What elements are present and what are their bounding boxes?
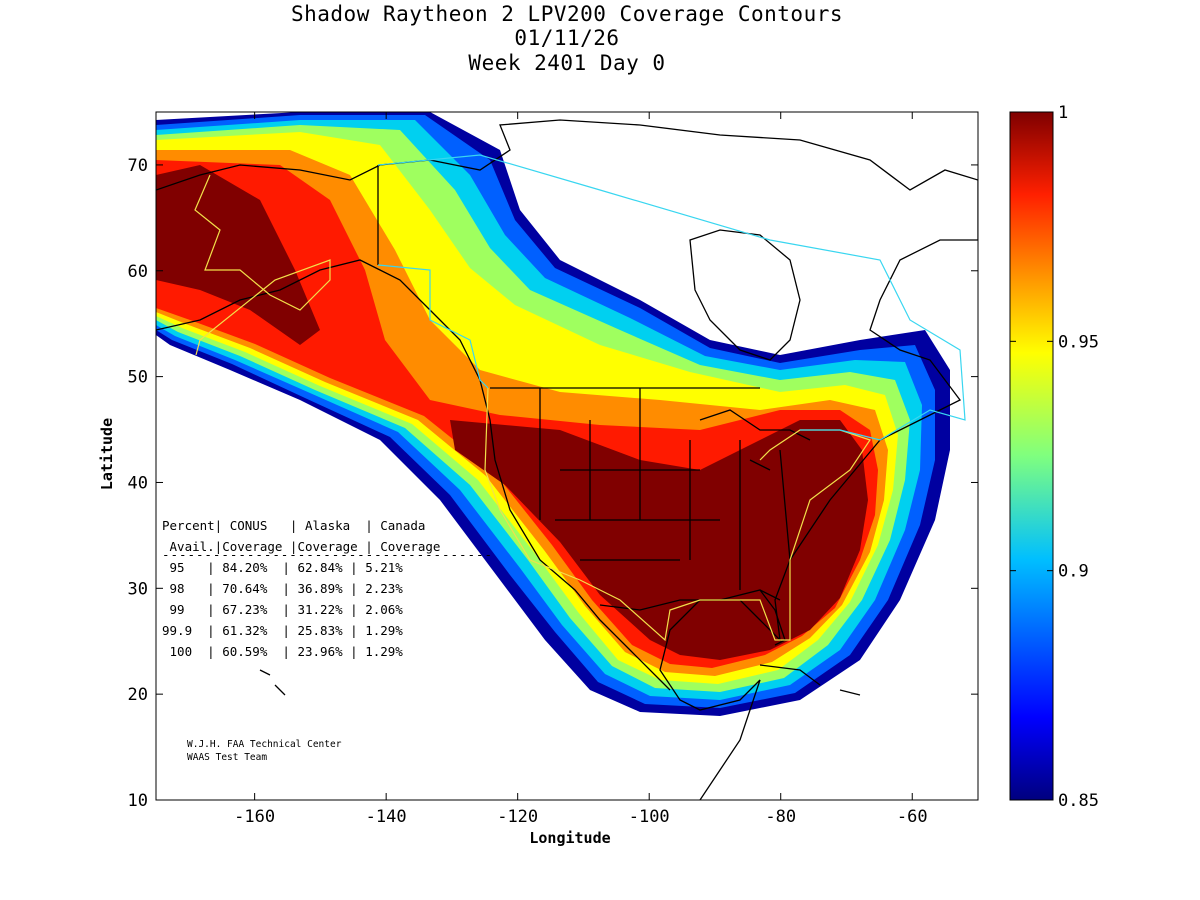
x-axis: -160 -140 -120 -100 -80 -60	[234, 112, 928, 827]
y-tick-label: 70	[128, 156, 148, 176]
coverage-table: Percent| CONUS | Alaska | Canada Avail.|…	[162, 518, 492, 659]
x-tick-label: -160	[234, 807, 275, 827]
table-divider: ---------------------------------------	[162, 547, 492, 562]
hawaii-islands	[259, 669, 286, 696]
y-tick-label: 60	[128, 262, 148, 282]
colorbar-tick-label: 0.9	[1058, 562, 1089, 582]
x-tick-label: -80	[765, 807, 796, 827]
great-lakes	[699, 409, 811, 471]
credit-line-1: W.J.H. FAA Technical Center	[187, 739, 342, 750]
table-row: 99 | 67.23% | 31.22% | 2.06%	[162, 602, 403, 617]
chart-date: 01/11/26	[514, 26, 620, 50]
chart-title: Shadow Raytheon 2 LPV200 Coverage Contou…	[290, 2, 843, 26]
credits: W.J.H. FAA Technical Center WAAS Test Te…	[187, 739, 342, 763]
y-tick-label: 10	[128, 791, 148, 811]
colorbar-ticks: 1 0.95 0.9 0.85	[1010, 103, 1099, 811]
x-axis-label: Longitude	[529, 829, 611, 847]
canada-region-outline	[377, 154, 966, 441]
y-tick-label: 20	[128, 685, 148, 705]
florida	[759, 589, 786, 646]
table-row: 95 | 84.20% | 62.84% | 5.21%	[162, 560, 403, 575]
colorbar-tick-label: 0.95	[1058, 332, 1099, 352]
x-tick-label: -140	[366, 807, 407, 827]
y-axis: 10 20 30 40 50 60 70	[128, 156, 978, 811]
caribbean	[759, 664, 861, 696]
colorbar-tick-label: 1	[1058, 103, 1068, 123]
table-row: 98 | 70.64% | 36.89% | 2.23%	[162, 581, 403, 596]
alaska-region-outline	[194, 174, 331, 356]
y-tick-label: 40	[128, 473, 148, 493]
x-tick-label: -100	[629, 807, 670, 827]
x-tick-label: -120	[497, 807, 538, 827]
table-row: 100 | 60.59% | 23.96% | 1.29%	[162, 644, 403, 659]
y-tick-label: 50	[128, 368, 148, 388]
x-tick-label: -60	[897, 807, 928, 827]
y-tick-label: 30	[128, 579, 148, 599]
colorbar	[1009, 111, 1054, 801]
credit-line-2: WAAS Test Team	[187, 752, 267, 763]
table-header-1: Percent| CONUS | Alaska | Canada	[162, 518, 425, 533]
plot-frame	[155, 111, 979, 801]
table-row: 99.9 | 61.32% | 25.83% | 1.29%	[162, 623, 403, 638]
coverage-contours	[156, 112, 950, 716]
region-outlines	[194, 154, 966, 642]
state-lines	[539, 388, 791, 590]
table-header-2: Avail.|Coverage |Coverage | Coverage	[162, 539, 440, 554]
chart-week-day: Week 2401 Day 0	[468, 51, 666, 75]
colorbar-tick-label: 0.85	[1058, 791, 1099, 811]
y-axis-label: Latitude	[98, 417, 116, 491]
